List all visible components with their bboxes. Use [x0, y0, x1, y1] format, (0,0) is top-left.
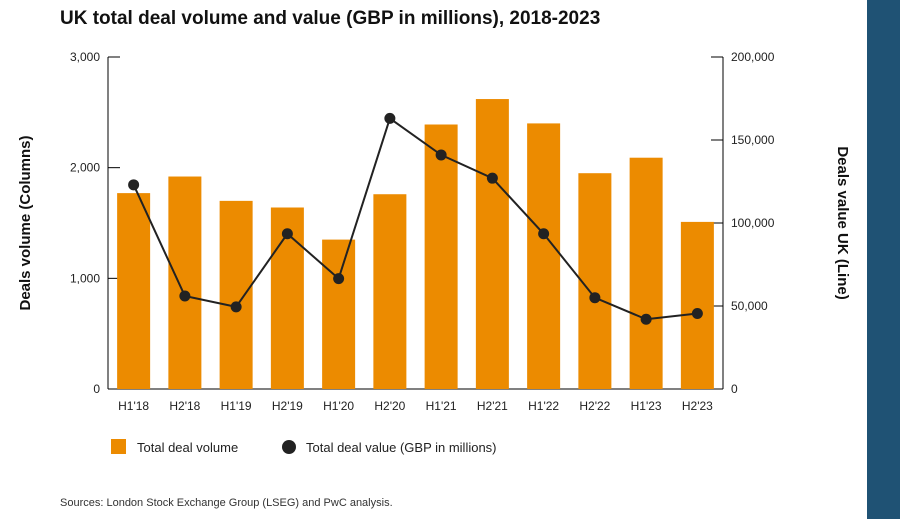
side-band	[867, 0, 900, 519]
x-tick-label: H1'19	[221, 399, 252, 413]
x-tick-label: H2'22	[579, 399, 610, 413]
x-tick-label: H2'20	[374, 399, 405, 413]
volume-bar	[373, 194, 407, 389]
value-point	[179, 290, 191, 302]
left-tick-label: 2,000	[70, 161, 100, 175]
y-axis-title-left: Deals volume (Columns)	[17, 135, 34, 310]
x-tick-label: H2'18	[169, 399, 200, 413]
value-point	[486, 172, 498, 184]
volume-bar	[117, 193, 151, 389]
volume-bar	[475, 99, 509, 389]
x-tick-label: H1'18	[118, 399, 149, 413]
x-tick-label: H1'23	[631, 399, 662, 413]
value-point	[333, 273, 345, 285]
left-tick-label: 1,000	[70, 271, 100, 285]
x-tick-label: H1'22	[528, 399, 559, 413]
volume-bar	[680, 221, 714, 389]
x-tick-label: H2'21	[477, 399, 508, 413]
source-note: Sources: London Stock Exchange Group (LS…	[60, 497, 393, 509]
value-point	[281, 228, 293, 240]
x-tick-label: H1'20	[323, 399, 354, 413]
y-axis-title-right: Deals value UK (Line)	[834, 146, 851, 299]
right-tick-label: 0	[731, 382, 738, 396]
legend-value-label: Total deal value (GBP in millions)	[306, 440, 497, 455]
legend-line-swatch	[282, 440, 296, 454]
value-point	[589, 292, 601, 304]
value-point	[384, 112, 396, 124]
volume-bar	[322, 239, 356, 389]
legend-bar-swatch	[111, 439, 126, 454]
volume-bar	[168, 176, 202, 389]
volume-bar	[219, 200, 253, 389]
volume-bar	[527, 123, 561, 390]
right-tick-label: 150,000	[731, 133, 775, 147]
value-point	[691, 307, 703, 319]
value-point	[435, 149, 447, 161]
right-tick-label: 200,000	[731, 50, 775, 64]
value-point	[128, 179, 140, 191]
volume-bar	[578, 173, 612, 389]
x-tick-label: H2'19	[272, 399, 303, 413]
value-point	[230, 301, 242, 313]
value-line	[132, 116, 698, 321]
chart-title: UK total deal volume and value (GBP in m…	[60, 8, 601, 29]
x-tick-label: H2'23	[682, 399, 713, 413]
right-tick-label: 50,000	[731, 299, 768, 313]
volume-bar	[629, 157, 663, 389]
value-point	[538, 228, 550, 240]
left-tick-label: 3,000	[70, 50, 100, 64]
x-tick-label: H1'21	[426, 399, 457, 413]
legend-volume-label: Total deal volume	[137, 440, 238, 455]
right-tick-label: 100,000	[731, 216, 775, 230]
left-tick-label: 0	[93, 382, 100, 396]
volume-bar	[424, 124, 458, 390]
value-point	[640, 313, 652, 325]
